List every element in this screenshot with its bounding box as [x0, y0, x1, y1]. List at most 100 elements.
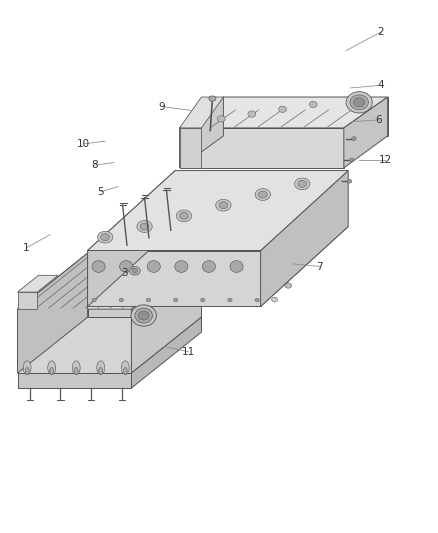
Ellipse shape [175, 261, 188, 272]
Ellipse shape [294, 178, 310, 190]
Text: 5: 5 [97, 187, 104, 197]
Ellipse shape [138, 311, 149, 320]
Ellipse shape [209, 254, 246, 284]
Ellipse shape [270, 229, 275, 233]
Ellipse shape [247, 301, 252, 305]
Polygon shape [18, 276, 58, 292]
Ellipse shape [121, 361, 129, 375]
Ellipse shape [298, 180, 307, 188]
Ellipse shape [49, 368, 53, 374]
Ellipse shape [279, 106, 286, 112]
Ellipse shape [253, 251, 290, 280]
Ellipse shape [92, 298, 96, 302]
Text: 10: 10 [77, 139, 90, 149]
Polygon shape [180, 97, 388, 128]
Ellipse shape [229, 284, 236, 289]
Ellipse shape [129, 265, 156, 287]
Ellipse shape [309, 101, 317, 108]
Ellipse shape [147, 261, 160, 272]
Polygon shape [223, 97, 388, 136]
Ellipse shape [97, 231, 113, 243]
Ellipse shape [285, 283, 292, 288]
Ellipse shape [140, 223, 149, 230]
Ellipse shape [119, 298, 124, 302]
Ellipse shape [173, 298, 178, 302]
Ellipse shape [352, 136, 356, 140]
Ellipse shape [173, 285, 180, 290]
Ellipse shape [137, 221, 152, 232]
Ellipse shape [350, 95, 368, 110]
Ellipse shape [257, 283, 264, 288]
Polygon shape [18, 292, 37, 309]
Polygon shape [180, 97, 223, 128]
Ellipse shape [228, 298, 232, 302]
Ellipse shape [347, 179, 352, 183]
Ellipse shape [187, 120, 194, 127]
Ellipse shape [97, 361, 105, 375]
Ellipse shape [135, 308, 152, 323]
Text: 9: 9 [159, 102, 166, 111]
Text: 2: 2 [378, 27, 385, 37]
Text: 6: 6 [375, 115, 382, 125]
Polygon shape [88, 227, 348, 306]
Ellipse shape [200, 284, 207, 289]
Ellipse shape [92, 261, 105, 272]
Polygon shape [18, 373, 131, 388]
Ellipse shape [124, 368, 127, 374]
Ellipse shape [230, 261, 243, 272]
Polygon shape [344, 97, 388, 168]
Ellipse shape [353, 98, 365, 107]
Ellipse shape [131, 305, 156, 326]
Ellipse shape [217, 116, 225, 122]
Ellipse shape [215, 199, 231, 211]
Ellipse shape [117, 285, 124, 290]
Text: 11: 11 [182, 347, 195, 357]
Ellipse shape [244, 297, 250, 303]
Ellipse shape [72, 361, 80, 375]
Polygon shape [88, 171, 175, 306]
Ellipse shape [165, 258, 202, 287]
Ellipse shape [48, 361, 56, 375]
Ellipse shape [132, 269, 138, 273]
Ellipse shape [180, 212, 188, 219]
Ellipse shape [146, 298, 151, 302]
Ellipse shape [350, 158, 354, 162]
Polygon shape [180, 128, 344, 168]
Polygon shape [261, 171, 348, 306]
Ellipse shape [25, 368, 29, 374]
Ellipse shape [101, 233, 110, 241]
Polygon shape [180, 97, 223, 168]
Ellipse shape [130, 266, 140, 275]
Ellipse shape [346, 92, 372, 113]
Text: 4: 4 [378, 80, 385, 90]
Polygon shape [180, 128, 201, 168]
Polygon shape [88, 253, 201, 317]
Ellipse shape [170, 262, 198, 283]
Ellipse shape [145, 285, 152, 290]
Ellipse shape [99, 368, 102, 374]
Ellipse shape [23, 361, 31, 375]
Ellipse shape [106, 301, 113, 305]
Polygon shape [88, 251, 261, 306]
Ellipse shape [134, 300, 140, 305]
Text: 3: 3 [121, 268, 128, 278]
Polygon shape [131, 253, 201, 373]
Ellipse shape [217, 298, 223, 303]
Ellipse shape [188, 298, 194, 304]
Ellipse shape [258, 191, 267, 198]
Text: 12: 12 [379, 155, 392, 165]
Ellipse shape [214, 258, 241, 279]
Text: 1: 1 [23, 243, 30, 253]
Text: 7: 7 [316, 262, 323, 271]
Polygon shape [131, 317, 201, 388]
Ellipse shape [120, 261, 133, 272]
Polygon shape [18, 253, 201, 309]
Ellipse shape [248, 111, 256, 117]
Ellipse shape [124, 262, 161, 291]
Polygon shape [18, 309, 131, 373]
Ellipse shape [161, 300, 167, 304]
Ellipse shape [219, 201, 228, 208]
Ellipse shape [176, 210, 191, 222]
Ellipse shape [202, 261, 215, 272]
Ellipse shape [255, 189, 271, 200]
